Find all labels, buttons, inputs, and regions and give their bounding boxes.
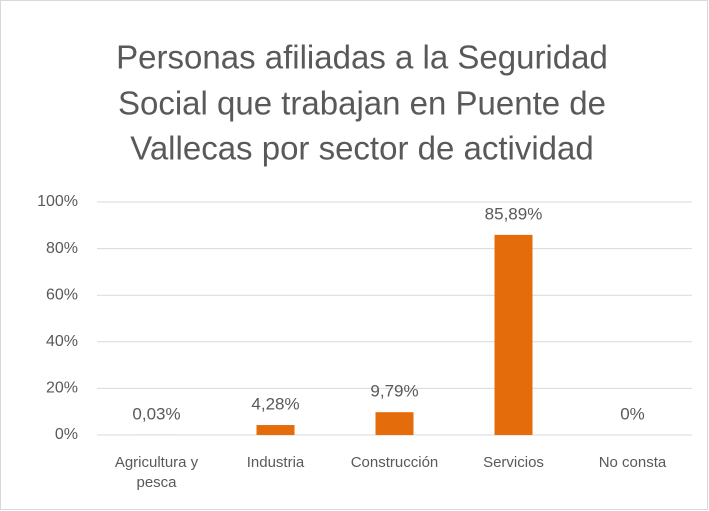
chart-title: Vallecas por sector de actividad (130, 130, 593, 167)
data-label: 85,89% (485, 204, 543, 223)
chart-title: Social que trabajan en Puente de (118, 85, 606, 122)
chart-title: Personas afiliadas a la Seguridad (116, 39, 608, 76)
bar (375, 412, 414, 435)
y-tick-label: 60% (46, 286, 78, 303)
data-label: 0% (620, 404, 645, 423)
data-label: 0,03% (132, 404, 180, 423)
x-tick-label: Agricultura y pesca (114, 454, 199, 491)
y-tick-label: 100% (37, 193, 78, 210)
y-tick-label: 40% (46, 333, 78, 350)
y-tick-label: 0% (55, 426, 78, 443)
bar (256, 425, 295, 435)
x-tick-label: Servicios (483, 454, 544, 471)
bar (494, 234, 533, 435)
y-tick-label: 80% (46, 240, 78, 257)
x-tick-label: Industria (246, 454, 305, 471)
x-tick-label: Construcción (350, 454, 439, 471)
y-tick-label: 20% (46, 380, 78, 397)
data-label: 9,79% (370, 382, 418, 401)
x-tick-label: No consta (598, 454, 667, 471)
data-label: 4,28% (251, 395, 299, 414)
